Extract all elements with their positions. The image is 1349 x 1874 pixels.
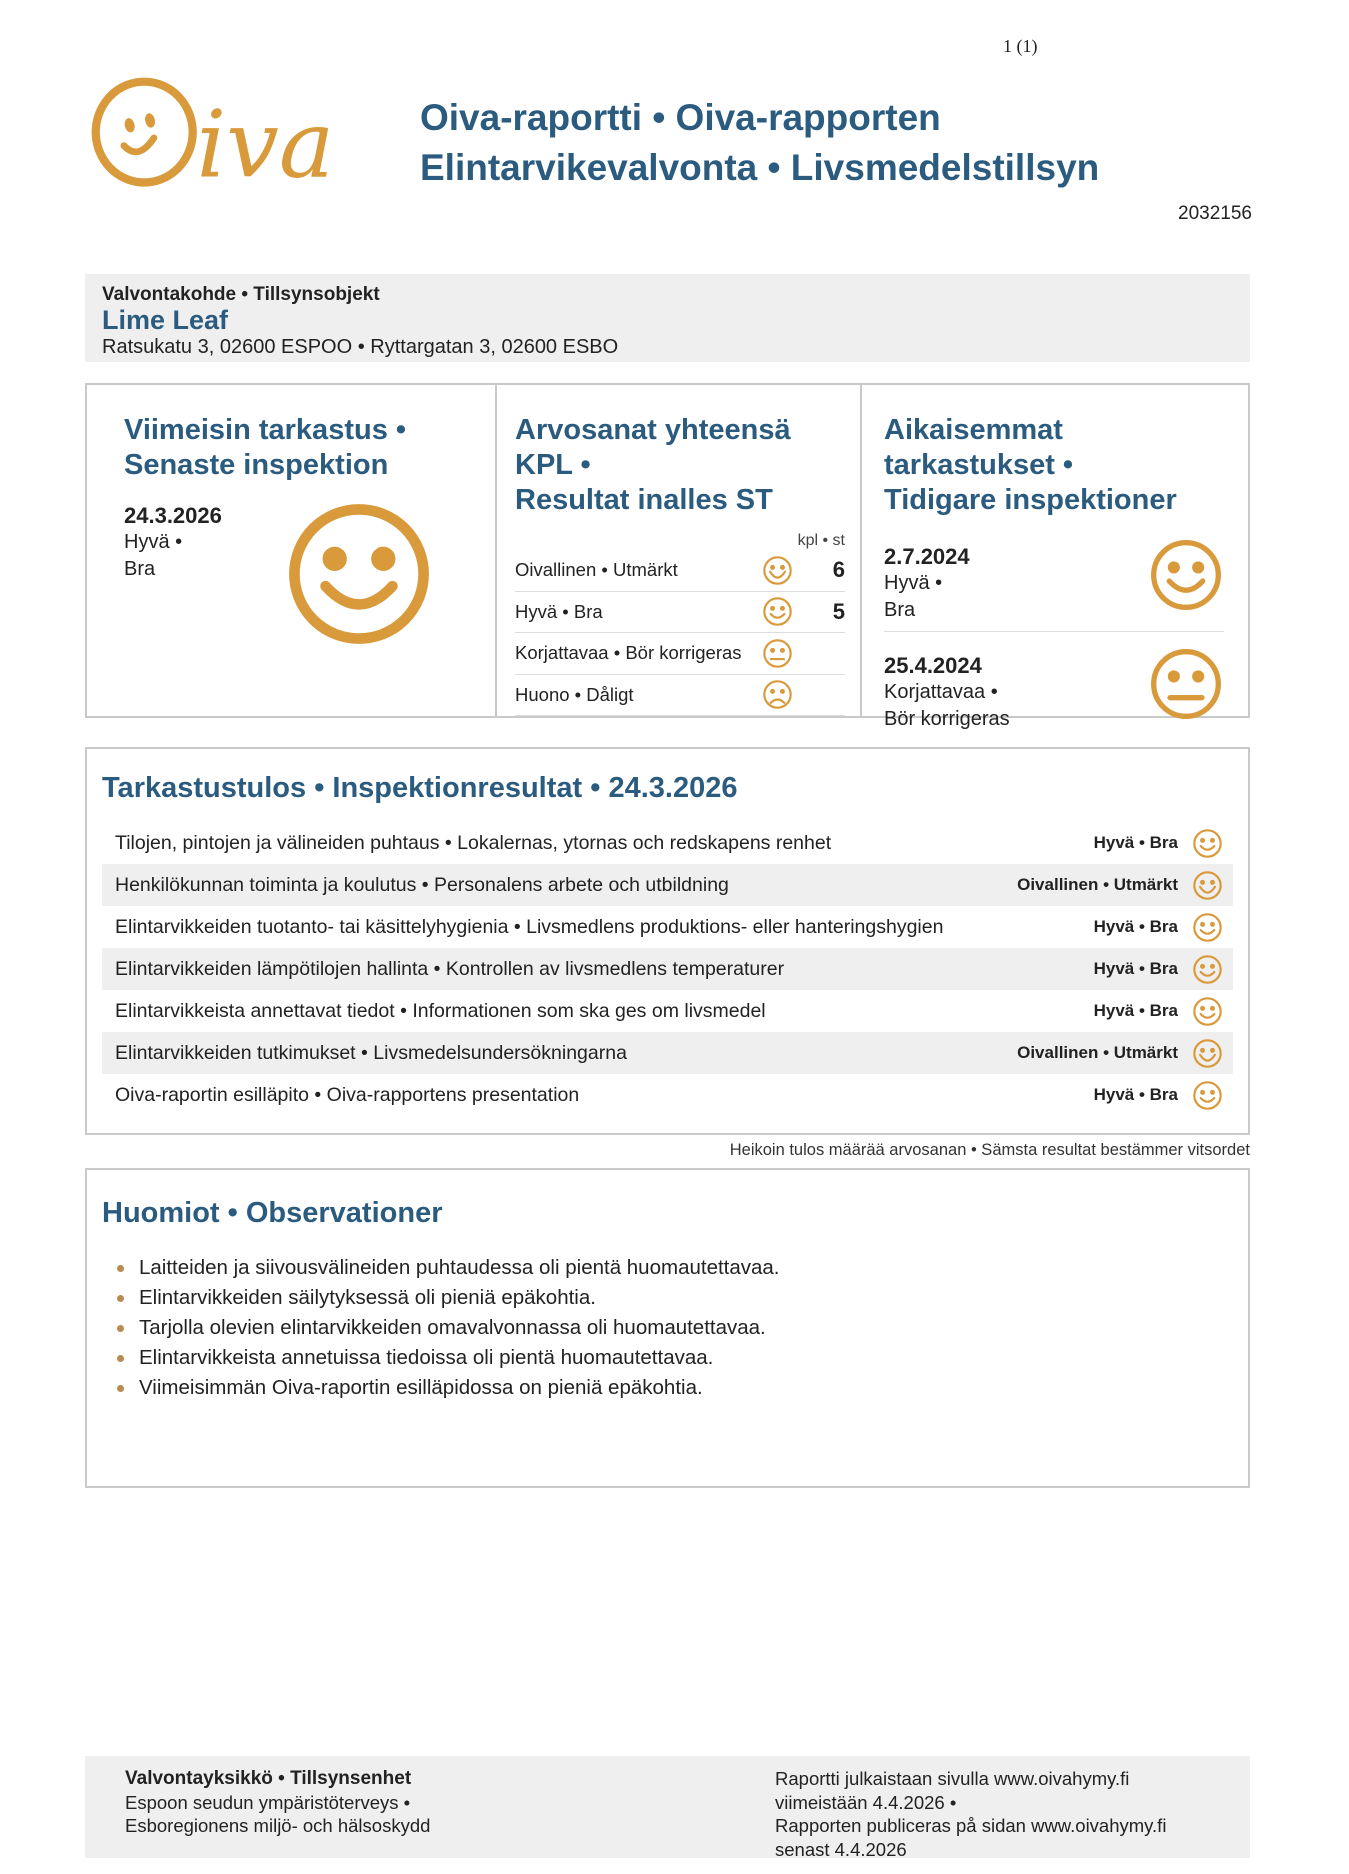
smiley-good-icon [1192, 954, 1223, 985]
latest-inspection-heading: Viimeisin tarkastus • Senaste inspektion [124, 414, 407, 481]
smiley-excellent-icon [1192, 1038, 1223, 1069]
grade-row-poor: Huono • Dåligt [515, 675, 845, 716]
report-title: Oiva-raportti • Oiva-rapporten Elintarvi… [420, 93, 1099, 193]
results-footnote: Heikoin tulos määrää arvosanan • Sämsta … [729, 1141, 1250, 1159]
previous-inspections-heading: Aikaisemmat tarkastukset • Tidigare insp… [884, 414, 1177, 516]
smiley-excellent-icon [762, 555, 793, 586]
observations-heading: Huomiot • Observationer [102, 1197, 443, 1229]
unit-label: kpl • st [797, 532, 845, 549]
previous-inspection-2: 25.4.2024 Korjattavaa • Bör korrigeras [884, 649, 1224, 733]
divider [884, 631, 1224, 632]
result-row: Elintarvikkeiden tutkimukset • Livsmedel… [102, 1032, 1233, 1074]
observation-item: Viimeisimmän Oiva-raportin esilläpidossa… [117, 1373, 1248, 1403]
observations-list: Laitteiden ja siivousvälineiden puhtaude… [87, 1253, 1248, 1403]
footer: Valvontayksikkö • Tillsynsenhet Espoon s… [85, 1756, 1250, 1860]
oiva-logo: iva [88, 74, 340, 196]
smiley-neutral-icon [762, 638, 793, 669]
smiley-good-icon [1192, 996, 1223, 1027]
grade-row-excellent: Oivallinen • Utmärkt 6 [515, 550, 845, 592]
count-good: 5 [832, 598, 845, 624]
count-excellent: 6 [832, 557, 845, 583]
observation-item: Elintarvikkeista annetuissa tiedoissa ol… [117, 1343, 1248, 1373]
target-address: Ratsukatu 3, 02600 ESPOO • Ryttargatan 3… [102, 336, 619, 358]
previous-inspection-1: 2.7.2024 Hyvä • Bra [884, 540, 1224, 624]
latest-inspection-panel: Viimeisin tarkastus • Senaste inspektion… [87, 385, 495, 716]
smiley-good-icon [1192, 912, 1223, 943]
previous-inspection-2-date: 25.4.2024 [884, 653, 982, 678]
observation-item: Laitteiden ja siivousvälineiden puhtaude… [117, 1253, 1248, 1283]
results-heading: Tarkastustulos • Inspektionresultat • 24… [102, 772, 738, 804]
supervision-unit: Valvontayksikkö • Tillsynsenhet Espoon s… [125, 1768, 431, 1836]
summary-box: Viimeisin tarkastus • Senaste inspektion… [85, 383, 1250, 730]
latest-inspection-grade-fi: Hyvä • [124, 531, 183, 553]
result-row: Henkilökunnan toiminta ja koulutus • Per… [102, 864, 1233, 906]
smiley-good-icon [1192, 828, 1223, 859]
latest-inspection-result: 24.3.2026 Hyvä • Bra [124, 502, 495, 583]
publication-info: Raportti julkaistaan sivulla www.oivahym… [775, 1768, 1167, 1860]
inspection-results-box: Tarkastustulos • Inspektionresultat • 24… [85, 747, 1250, 1135]
grade-totals-panel: Arvosanat yhteensä KPL • Resultat inalle… [495, 385, 860, 716]
latest-inspection-date: 24.3.2026 [124, 503, 222, 528]
grade-row-tobecorrected: Korjattavaa • Bör korrigeras [515, 633, 845, 675]
smiley-neutral-icon [1148, 646, 1224, 722]
oiva-logo-graphic: iva [91, 77, 335, 196]
result-row: Elintarvikkeista annettavat tiedot • Inf… [102, 990, 1233, 1032]
grade-row-good: Hyvä • Bra 5 [515, 592, 845, 633]
inspection-target-box: Valvontakohde • Tillsynsobjekt Lime Leaf… [85, 274, 1250, 362]
smiley-excellent-icon [1192, 870, 1223, 901]
smiley-good-icon [1192, 1080, 1223, 1111]
previous-inspection-1-date: 2.7.2024 [884, 544, 970, 569]
previous-inspections-panel: Aikaisemmat tarkastukset • Tidigare insp… [860, 385, 1248, 730]
result-row: Oiva-raportin esilläpito • Oiva-rapporte… [102, 1074, 1233, 1116]
observation-item: Elintarvikkeiden säilytyksessä oli pieni… [117, 1283, 1248, 1313]
latest-inspection-grade-sv: Bra [124, 558, 156, 580]
smiley-good-icon [762, 596, 793, 627]
smiley-good-icon [283, 498, 435, 650]
report-id: 2032156 [1178, 203, 1252, 224]
result-row: Tilojen, pintojen ja välineiden puhtaus … [102, 822, 1233, 864]
target-label: Valvontakohde • Tillsynsobjekt [102, 284, 380, 305]
page-number: 1 (1) [1003, 36, 1038, 56]
smiley-bad-icon [762, 679, 793, 710]
result-row: Elintarvikkeiden lämpötilojen hallinta •… [102, 948, 1233, 990]
title-line-2: Elintarvikevalvonta • Livsmedelstillsyn [420, 147, 1100, 188]
observations-box: Huomiot • Observationer Laitteiden ja si… [85, 1168, 1250, 1488]
smiley-good-icon [1148, 537, 1224, 613]
grade-totals-heading: Arvosanat yhteensä KPL • Resultat inalle… [515, 414, 791, 516]
results-rows: Tilojen, pintojen ja välineiden puhtaus … [102, 822, 1233, 1116]
logo-script-text: iva [197, 91, 335, 196]
target-name: Lime Leaf [102, 305, 229, 335]
observation-item: Tarjolla olevien elintarvikkeiden omaval… [117, 1313, 1248, 1343]
title-line-1: Oiva-raportti • Oiva-rapporten [420, 97, 941, 138]
result-row: Elintarvikkeiden tuotanto- tai käsittely… [102, 906, 1233, 948]
